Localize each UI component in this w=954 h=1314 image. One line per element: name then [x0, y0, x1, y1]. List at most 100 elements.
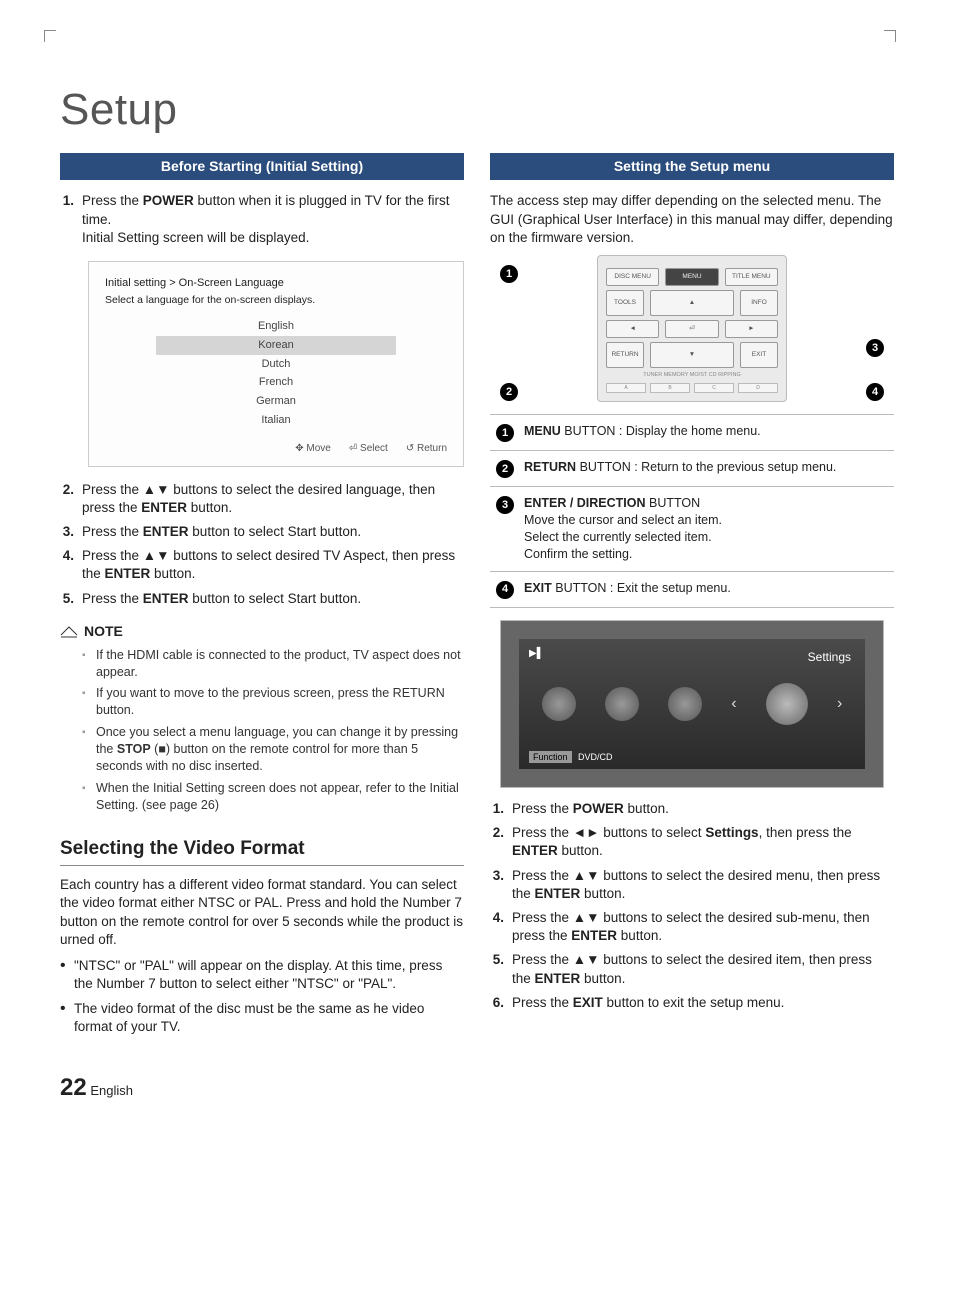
right-column: Setting the Setup menu The access step m… — [490, 153, 894, 1042]
divider — [60, 865, 464, 866]
button-table-num: 3 — [496, 496, 514, 514]
step-number: 2. — [490, 824, 512, 860]
tv-screenshot-box: ▶▌ Settings ‹ › Function DVD/CD — [500, 620, 884, 788]
language-option[interactable]: Dutch — [156, 355, 395, 374]
remote-diagram: 1 2 3 4 DISC MENU MENU TITLE MENU TOOLS … — [490, 255, 894, 402]
note-item: If the HDMI cable is connected to the pr… — [82, 647, 464, 681]
lang-footer-hint: ⏎ Select — [349, 442, 388, 456]
remote-info[interactable]: INFO — [740, 290, 778, 316]
setup-steps: 1.Press the POWER button. 2.Press the ◄► … — [490, 800, 894, 1012]
lang-box-title: Initial setting > On-Screen Language — [105, 276, 447, 291]
button-table: 1MENU BUTTON : Display the home menu.2RE… — [490, 414, 894, 608]
page-number: 22 — [60, 1074, 87, 1101]
lang-footer-hint: ↺ Return — [406, 442, 447, 456]
tv-icon-row: ‹ › — [519, 683, 865, 725]
language-select-box: Initial setting > On-Screen Language Sel… — [88, 261, 464, 467]
step-number: 2. — [60, 481, 82, 517]
tv-source: DVD/CD — [578, 752, 613, 762]
remote-down[interactable]: ▼ — [650, 342, 734, 368]
remote-left[interactable]: ◄ — [606, 320, 659, 338]
step-number: 1. — [60, 192, 82, 247]
remote-strip-button[interactable]: D — [738, 383, 778, 393]
step: 2.Press the ◄► buttons to select Setting… — [490, 824, 894, 860]
remote-strip-button[interactable]: C — [694, 383, 734, 393]
step-text: Press the ENTER button to select Start b… — [82, 523, 464, 541]
remote-right[interactable]: ► — [725, 320, 778, 338]
step-text: Press the ◄► buttons to select Settings,… — [512, 824, 894, 860]
step: 4.Press the ▲▼ buttons to select the des… — [490, 909, 894, 945]
page-footer: 22 English — [60, 1072, 894, 1104]
button-table-row: 4EXIT BUTTON : Exit the setup menu. — [490, 572, 894, 608]
note-item: When the Initial Setting screen does not… — [82, 780, 464, 814]
button-table-desc: EXIT BUTTON : Exit the setup menu. — [524, 580, 888, 597]
step: 2.Press the ▲▼ buttons to select the des… — [60, 481, 464, 517]
language-option[interactable]: French — [156, 373, 395, 392]
section-setup-menu: Setting the Setup menu — [490, 153, 894, 180]
lang-list: EnglishKoreanDutchFrenchGermanItalian — [156, 317, 395, 430]
step: 1.Press the POWER button. — [490, 800, 894, 818]
step-text: Press the POWER button. — [512, 800, 894, 818]
language-option[interactable]: Italian — [156, 411, 395, 430]
tv-icon-1 — [542, 687, 576, 721]
step-number: 6. — [490, 994, 512, 1012]
video-format-heading: Selecting the Video Format — [60, 836, 464, 862]
tv-arrow-left-icon: ‹ — [731, 693, 736, 715]
remote-abcd: ABCD — [606, 383, 778, 393]
remote-tools[interactable]: TOOLS — [606, 290, 644, 316]
note-icon — [60, 624, 78, 638]
crop-mark-tr — [884, 30, 896, 42]
step: 1.Press the POWER button when it is plug… — [60, 192, 464, 247]
tv-icon-3 — [668, 687, 702, 721]
remote-enter[interactable]: ⏎ — [665, 320, 718, 338]
lang-box-footer: ✥ Move⏎ Select↺ Return — [105, 442, 447, 456]
step-text: Press the POWER button when it is plugge… — [82, 192, 464, 247]
language-option[interactable]: Korean — [156, 336, 395, 355]
button-table-num: 1 — [496, 424, 514, 442]
step-text: Press the ▲▼ buttons to select the desir… — [82, 481, 464, 517]
bullet-item: "NTSC" or "PAL" will appear on the displ… — [60, 957, 464, 993]
remote-exit[interactable]: EXIT — [740, 342, 778, 368]
tv-function-badge: Function — [529, 751, 572, 763]
note-label: NOTE — [84, 622, 123, 641]
remote-title-menu[interactable]: TITLE MENU — [725, 268, 778, 286]
steps-group-a: 1.Press the POWER button when it is plug… — [60, 192, 464, 247]
note-item: If you want to move to the previous scre… — [82, 685, 464, 719]
remote-strip-label: TUNER MEMORY MO/ST CD RIPPING — [606, 372, 778, 379]
callout-4: 4 — [866, 383, 884, 401]
remote-return[interactable]: RETURN — [606, 342, 644, 368]
tv-screen: ▶▌ Settings ‹ › Function DVD/CD — [519, 639, 865, 769]
step-number: 3. — [60, 523, 82, 541]
remote-strip-button[interactable]: A — [606, 383, 646, 393]
note-item: Once you select a menu language, you can… — [82, 724, 464, 775]
step-text: Press the ▲▼ buttons to select the desir… — [512, 909, 894, 945]
page-language: English — [90, 1083, 133, 1098]
lang-box-subtitle: Select a language for the on-screen disp… — [105, 293, 447, 307]
step-text: Press the ▲▼ buttons to select desired T… — [82, 547, 464, 583]
video-format-body: Each country has a different video forma… — [60, 876, 464, 949]
step: 3.Press the ENTER button to select Start… — [60, 523, 464, 541]
language-option[interactable]: German — [156, 392, 395, 411]
step-number: 4. — [490, 909, 512, 945]
page-title: Setup — [60, 80, 894, 139]
remote-menu[interactable]: MENU — [665, 268, 718, 286]
tv-icon-settings — [766, 683, 808, 725]
step-number: 3. — [490, 867, 512, 903]
note-list: If the HDMI cable is connected to the pr… — [82, 647, 464, 814]
step-number: 5. — [490, 951, 512, 987]
step-number: 5. — [60, 590, 82, 608]
tv-footer: Function DVD/CD — [529, 751, 613, 763]
remote-strip-button[interactable]: B — [650, 383, 690, 393]
video-format-bullets: "NTSC" or "PAL" will appear on the displ… — [60, 957, 464, 1036]
step: 5.Press the ENTER button to select Start… — [60, 590, 464, 608]
step-text: Press the ENTER button to select Start b… — [82, 590, 464, 608]
language-option[interactable]: English — [156, 317, 395, 336]
remote-up[interactable]: ▲ — [650, 290, 734, 316]
setup-intro: The access step may differ depending on … — [490, 192, 894, 247]
callout-2: 2 — [500, 383, 518, 401]
tv-settings-label: Settings — [808, 649, 851, 665]
remote-disc-menu[interactable]: DISC MENU — [606, 268, 659, 286]
button-table-row: 3ENTER / DIRECTION BUTTONMove the cursor… — [490, 487, 894, 572]
step: 6.Press the EXIT button to exit the setu… — [490, 994, 894, 1012]
note-heading: NOTE — [60, 622, 464, 641]
step-text: Press the EXIT button to exit the setup … — [512, 994, 894, 1012]
